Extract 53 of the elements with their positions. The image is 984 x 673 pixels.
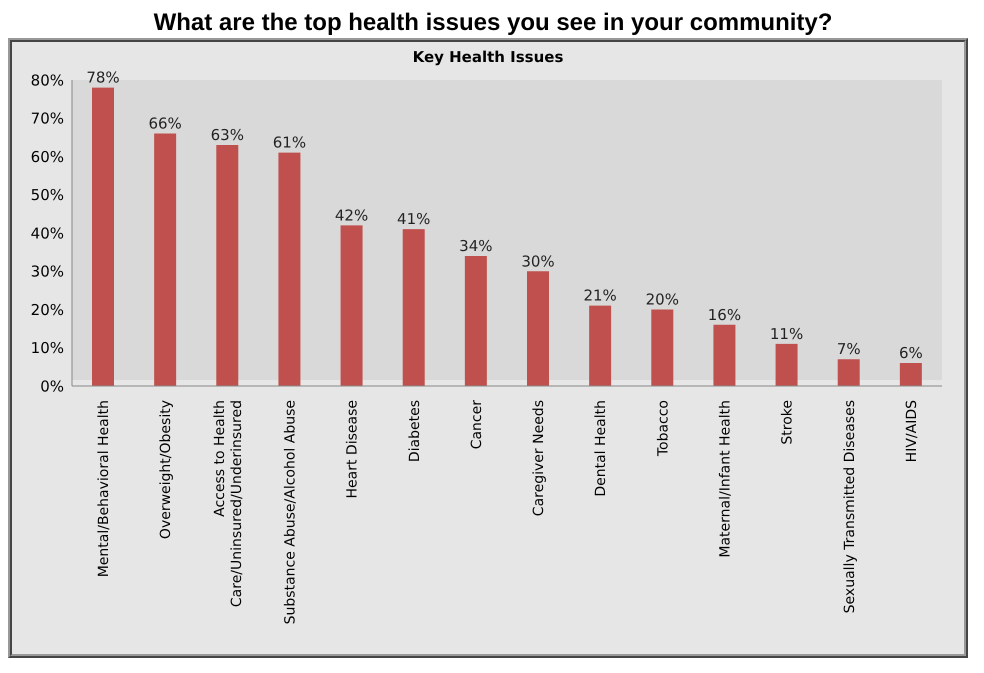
y-tick-label: 10% [30, 339, 64, 358]
x-tick-label: Maternal/Infant Health [718, 400, 734, 558]
x-tick-label: Caregiver Needs [531, 400, 548, 516]
x-tick-label: Stroke [780, 400, 796, 445]
data-label: 7% [836, 340, 861, 358]
bar [92, 88, 114, 386]
data-label: 66% [148, 114, 182, 133]
bar [340, 225, 363, 386]
data-label: 42% [334, 206, 368, 224]
bar [900, 363, 922, 386]
x-tick-label: Dental Health [593, 400, 610, 497]
bar [838, 359, 860, 386]
bar [278, 152, 300, 386]
data-label: 34% [459, 236, 493, 255]
y-tick-label: 70% [30, 110, 64, 128]
x-tick-label: Cancer [468, 400, 485, 450]
data-label: 61% [272, 134, 306, 152]
y-tick-label: 50% [30, 186, 64, 204]
chart-subtitle: Key Health Issues [412, 48, 564, 66]
bar [776, 344, 798, 386]
y-tick-label: 80% [30, 71, 64, 90]
data-label: 6% [898, 344, 923, 362]
x-tick-label: Mental/Behavioral Health [96, 400, 112, 578]
bar [651, 310, 674, 386]
data-label: 21% [583, 286, 617, 305]
x-tick-label: Overweight/Obesity [158, 400, 174, 540]
x-tick-label: Substance Abuse/Alcohol Abuse [282, 400, 298, 624]
bar [154, 134, 176, 386]
data-label: 16% [708, 306, 742, 324]
x-tick-label: Diabetes [406, 400, 423, 462]
y-tick-label: 30% [30, 262, 64, 281]
chart-title: What are the top health issues you see in your community? [152, 8, 834, 38]
x-tick-label: Tobacco [655, 400, 672, 458]
data-label: 78% [86, 68, 120, 87]
y-tick-label: 20% [30, 300, 64, 319]
x-tick-label: HIV/AIDS [904, 400, 920, 462]
y-tick-label: 40% [30, 224, 64, 242]
bar [713, 324, 736, 386]
data-label: 30% [521, 252, 555, 270]
x-tick-label: Heart Disease [344, 400, 361, 498]
bar [402, 229, 425, 386]
bar [464, 256, 487, 386]
bar [216, 145, 238, 386]
x-tick-label: Sexually Transmitted Diseases [842, 400, 858, 614]
x-tick-label: Access to Health Care/Uninsured/Underinsured [212, 400, 245, 608]
data-label: 20% [646, 290, 679, 308]
data-label: 11% [770, 324, 804, 343]
y-tick-label: 0% [40, 377, 64, 396]
bar [527, 271, 549, 386]
y-tick-label: 60% [30, 148, 64, 166]
bar [589, 306, 612, 386]
data-label: 63% [210, 126, 244, 144]
data-label: 41% [397, 210, 430, 228]
